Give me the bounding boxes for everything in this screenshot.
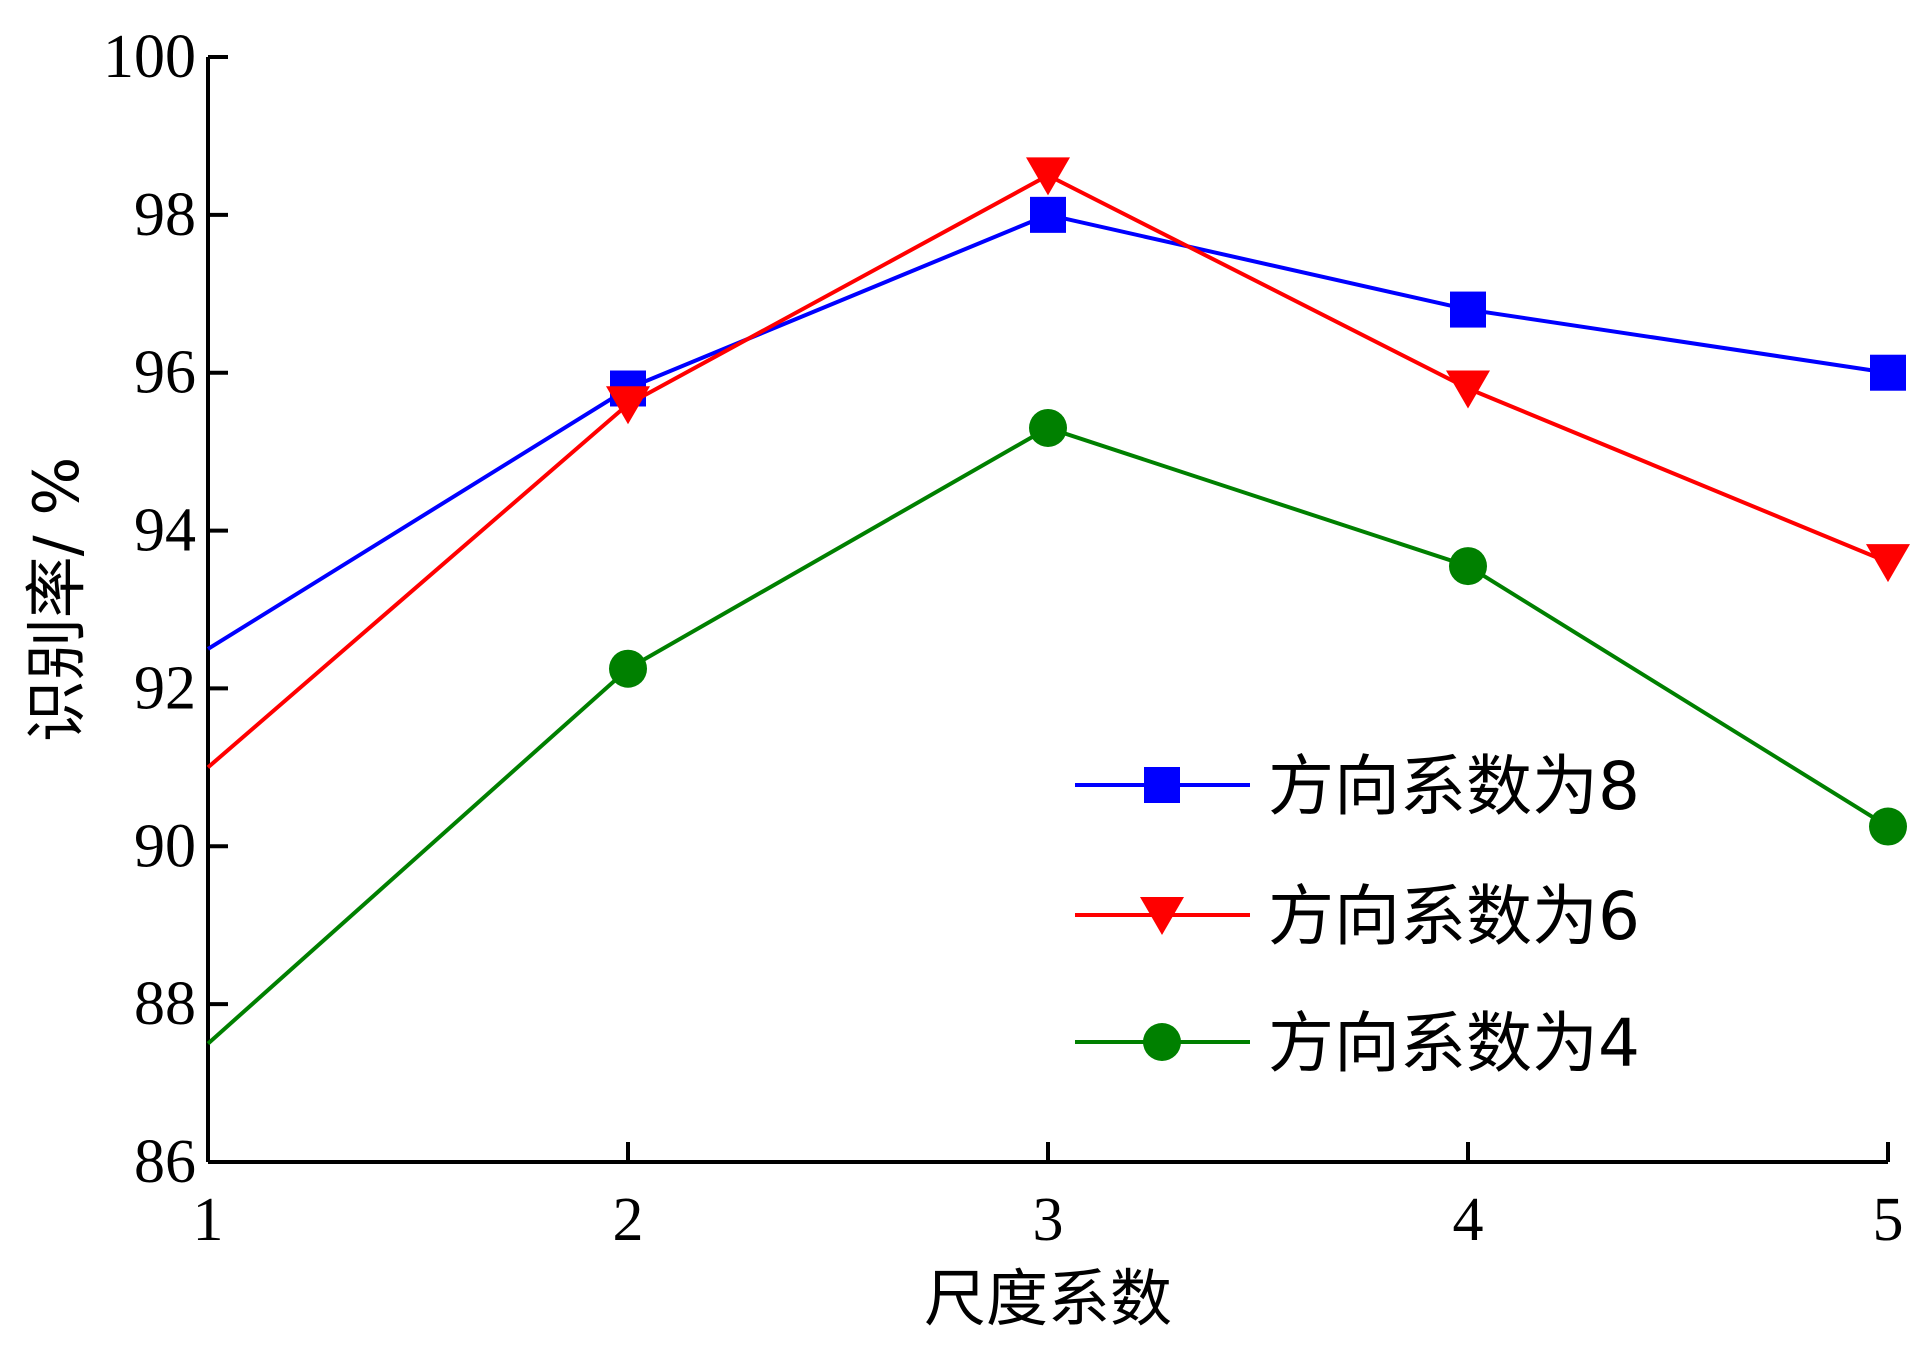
series-layer xyxy=(206,157,1910,1046)
x-axis-title: 尺度系数 xyxy=(924,1262,1172,1335)
y-tick-label-88: 88 xyxy=(134,970,196,1038)
axes: 86 88 90 92 94 96 98 100 1 2 3 4 5 xyxy=(103,23,1904,1254)
x-tick-label-3: 3 xyxy=(1033,1186,1064,1254)
series-1 xyxy=(206,196,1906,651)
series-2-point-4 xyxy=(1446,370,1490,409)
series-2 xyxy=(206,157,1910,769)
series-2-point-3 xyxy=(1026,157,1070,196)
legend-label-2: 方向系数为6 xyxy=(1268,878,1640,955)
x-tick-label-2: 2 xyxy=(613,1186,644,1254)
series-1-point-4 xyxy=(1450,291,1486,328)
series-3-point-4 xyxy=(1449,547,1487,586)
y-tick-label-90: 90 xyxy=(134,812,196,880)
x-tick-label-4: 4 xyxy=(1453,1186,1484,1254)
series-3-point-5 xyxy=(1869,807,1907,846)
series-line-2 xyxy=(206,173,1889,769)
legend-marker-2 xyxy=(1140,897,1184,935)
legend: 方向系数为8 方向系数为6 方向系数为4 xyxy=(1075,748,1640,1082)
series-2-point-2 xyxy=(606,386,650,425)
series-2-point-5 xyxy=(1866,544,1910,583)
x-tick-label-5: 5 xyxy=(1873,1186,1904,1254)
y-tick-label-98: 98 xyxy=(134,181,196,249)
y-axis-title: 识别率/ % xyxy=(20,457,93,743)
series-1-point-3 xyxy=(1030,196,1066,233)
legend-marker-3 xyxy=(1143,1023,1181,1061)
y-tick-label-100: 100 xyxy=(103,23,196,91)
y-tick-label-86: 86 xyxy=(134,1128,196,1196)
y-tick-label-96: 96 xyxy=(134,339,196,407)
series-1-point-5 xyxy=(1870,354,1906,391)
legend-marker-1 xyxy=(1144,767,1180,803)
series-3-point-3 xyxy=(1029,408,1067,447)
series-3-point-2 xyxy=(609,649,647,688)
y-tick-label-94: 94 xyxy=(134,497,196,565)
y-tick-label-92: 92 xyxy=(134,654,196,722)
legend-label-3: 方向系数为4 xyxy=(1268,1005,1640,1082)
legend-label-1: 方向系数为8 xyxy=(1268,748,1640,825)
series-3 xyxy=(206,408,1907,1046)
x-tick-label-1: 1 xyxy=(193,1186,224,1254)
